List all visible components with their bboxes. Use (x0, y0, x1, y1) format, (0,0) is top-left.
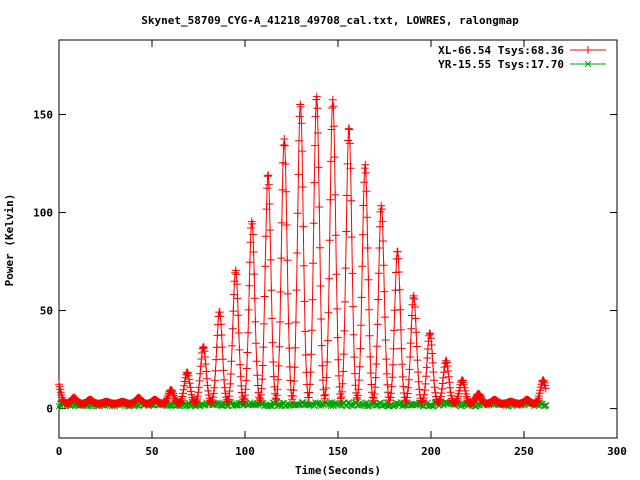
y-tick-label: 150 (33, 109, 53, 122)
y-tick-label: 100 (33, 207, 53, 220)
series-xl (55, 92, 550, 408)
x-tick-label: 200 (421, 445, 441, 458)
series-xl-markers (55, 92, 550, 408)
plot-area (55, 92, 550, 410)
legend-marker-yr (584, 60, 592, 68)
x-axis-label: Time(Seconds) (295, 464, 381, 477)
x-tick-label: 150 (328, 445, 348, 458)
x-axis: 0 50 100 150 200 250 300 (56, 40, 627, 458)
chart-title: Skynet_58709_CYG-A_41218_49708_cal.txt, … (141, 14, 519, 27)
y-tick-label: 0 (46, 403, 53, 416)
series-xl-line (58, 96, 547, 405)
y-axis-label: Power (Kelvin) (3, 194, 16, 287)
legend-label-yr: YR-15.55 Tsys:17.70 (438, 58, 564, 71)
legend: XL-66.54 Tsys:68.36 YR-15.55 Tsys:17.70 (438, 44, 606, 71)
x-tick-label: 0 (56, 445, 63, 458)
x-tick-label: 100 (235, 445, 255, 458)
x-tick-label: 250 (514, 445, 534, 458)
y-tick-label: 50 (40, 305, 53, 318)
legend-label-xl: XL-66.54 Tsys:68.36 (438, 44, 564, 57)
y-axis: 0 50 100 150 (33, 109, 617, 416)
x-tick-label: 300 (607, 445, 627, 458)
x-tick-label: 50 (145, 445, 158, 458)
legend-marker-xl (584, 46, 592, 54)
plot-frame (58, 39, 618, 439)
